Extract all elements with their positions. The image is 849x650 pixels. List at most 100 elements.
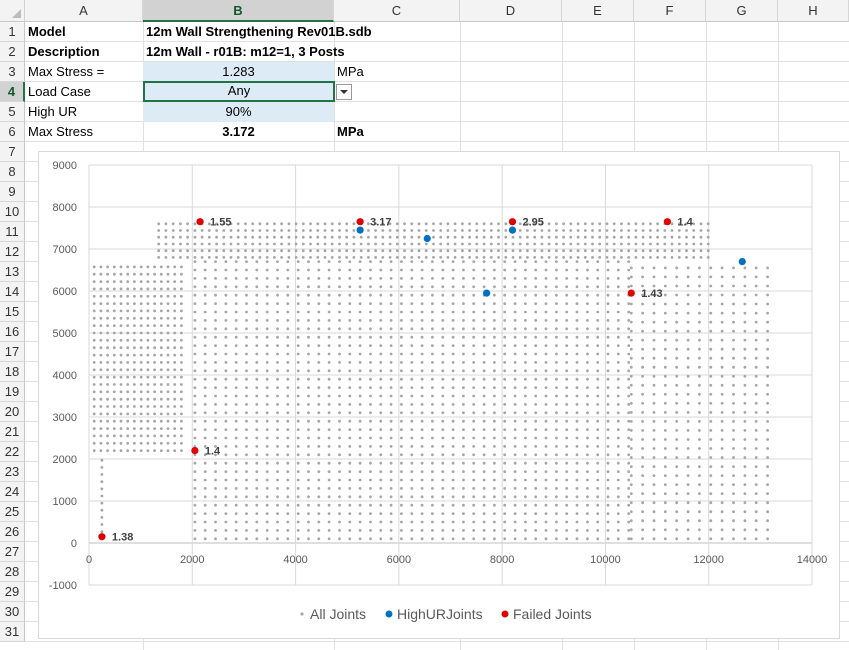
all-joints-point [327,369,331,373]
high-ur-joint-point[interactable] [508,226,517,234]
row-header-7[interactable]: 7 [0,142,25,162]
row-header-31[interactable]: 31 [0,622,25,642]
all-joints-point [296,386,300,389]
all-joints-point [193,319,197,322]
all-joints-point [214,327,217,331]
cell-a3[interactable]: Max Stress = [28,64,105,79]
select-all-corner[interactable] [0,0,25,22]
cell-a4[interactable]: Load Case [28,84,91,99]
all-joints-point [575,411,579,415]
cell-b6[interactable]: 3.172 [222,124,255,139]
failed-joint-point[interactable] [98,533,106,541]
high-ur-joint-point[interactable] [738,258,746,266]
legend-high-ur-joints-label[interactable]: HighURJoints [397,606,483,622]
row-header-18[interactable]: 18 [0,362,25,382]
all-joints-point [513,403,517,406]
column-header-c[interactable]: C [334,0,460,22]
all-joints-point [569,249,573,253]
y-tick-label: 9000 [53,160,77,172]
all-joints-point [472,495,476,499]
all-joints-point [732,284,735,288]
row-header-30[interactable]: 30 [0,602,25,622]
cell-b3[interactable]: 1.283 [143,62,334,82]
cell-a5[interactable]: High UR [28,104,78,119]
all-joints-point [686,528,690,532]
row-header-26[interactable]: 26 [0,522,25,542]
row-header-6[interactable]: 6 [0,122,25,142]
row-header-19[interactable]: 19 [0,382,25,402]
row-header-29[interactable]: 29 [0,582,25,602]
row-header-28[interactable]: 28 [0,562,25,582]
column-header-b[interactable]: B [143,0,334,22]
row-header-13[interactable]: 13 [0,262,25,282]
all-joints-point [106,331,109,335]
row-header-16[interactable]: 16 [0,322,25,342]
failed-joint-point[interactable] [663,218,672,226]
row-header-21[interactable]: 21 [0,422,25,442]
all-joints-point [431,495,434,499]
all-joints-point [699,222,703,226]
row-header-14[interactable]: 14 [0,282,25,302]
failed-joint-point[interactable] [508,218,517,226]
all-joints-point [596,327,600,331]
cell-b5[interactable]: 90% [143,102,334,122]
row-header-12[interactable]: 12 [0,242,25,262]
column-header-e[interactable]: E [562,0,634,22]
row-header-27[interactable]: 27 [0,542,25,562]
high-ur-joint-point[interactable] [423,234,431,243]
all-joints-point [709,374,713,378]
load-case-select[interactable]: Any [143,81,335,102]
row-header-25[interactable]: 25 [0,502,25,522]
all-joints-point [663,266,667,270]
failed-joint-point[interactable] [191,447,199,455]
row-header-15[interactable]: 15 [0,302,25,322]
cell-a2[interactable]: Description [28,44,100,59]
column-header-f[interactable]: F [634,0,706,22]
all-joints-point [451,445,455,448]
row-header-4[interactable]: 4 [0,82,25,102]
all-joints-point [503,428,507,431]
cell-a1[interactable]: Model [28,24,66,39]
row-header-11[interactable]: 11 [0,222,25,242]
row-header-8[interactable]: 8 [0,162,25,182]
row-header-23[interactable]: 23 [0,462,25,482]
legend-all-joints-label[interactable]: All Joints [310,606,366,622]
cell-c3[interactable]: MPa [337,64,364,79]
failed-joint-point[interactable] [627,289,635,297]
column-header-d[interactable]: D [460,0,562,22]
failed-joint-point[interactable] [356,218,364,226]
legend-failed-joints-label[interactable]: Failed Joints [513,606,592,622]
cell-a6[interactable]: Max Stress [28,124,94,139]
all-joints-point [119,375,123,379]
all-joints-point [276,436,279,440]
failed-joint-point[interactable] [196,218,204,226]
column-header-a[interactable]: A [25,0,143,22]
all-joints-point [503,319,507,322]
row-header-22[interactable]: 22 [0,442,25,462]
all-joints-point [338,229,341,232]
dropdown-arrow-icon[interactable] [336,84,352,100]
all-joints-point [504,249,508,253]
all-joints-point [203,537,207,541]
joint-stress-scatter-chart[interactable]: 9000 8000 7000 6000 5000 4000 3000 2000 1000 0 -10… [38,151,840,639]
row-header-3[interactable]: 3 [0,62,25,82]
column-header-g[interactable]: G [706,0,778,22]
row-header-1[interactable]: 1 [0,22,25,42]
cell-b1[interactable]: 12m Wall Strengthening Rev01B.sdb [146,24,372,39]
row-header-5[interactable]: 5 [0,102,25,122]
row-header-2[interactable]: 2 [0,42,25,62]
chart-legend[interactable]: All Joints HighURJoints Failed Joints [300,606,592,622]
row-header-9[interactable]: 9 [0,182,25,202]
row-header-24[interactable]: 24 [0,482,25,502]
high-ur-joint-point[interactable] [356,226,364,234]
column-header-h[interactable]: H [778,0,849,22]
cell-c6[interactable]: MPa [337,124,364,139]
row-header-20[interactable]: 20 [0,402,25,422]
all-joints-point [575,361,579,364]
cell-b2[interactable]: 12m Wall - r01B: m12=1, 3 Posts [146,44,345,59]
row-header-17[interactable]: 17 [0,342,25,362]
row-header-10[interactable]: 10 [0,202,25,222]
high-ur-joint-point[interactable] [483,289,491,297]
all-joints-point [743,510,747,514]
